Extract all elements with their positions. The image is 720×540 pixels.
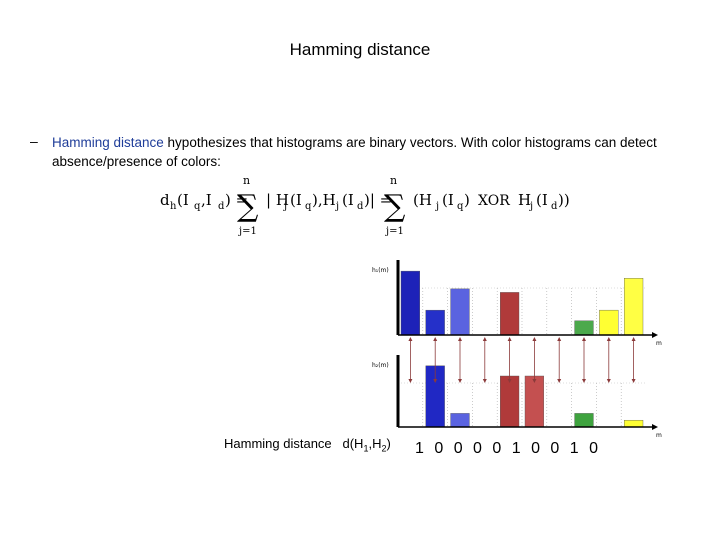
bullet-body: hypothesizes that histograms are binary … (52, 135, 657, 169)
histogram-bar (524, 375, 544, 428)
x-axis-arrow (652, 332, 658, 338)
formula-args: (I (177, 191, 189, 209)
connector-arrow-up (532, 337, 537, 341)
formula-d: d (218, 201, 225, 212)
histogram-bar (450, 413, 470, 428)
connector-arrow-down (507, 379, 512, 383)
y-axis-label: h₁(m) (372, 267, 389, 274)
histogram-bar (624, 419, 644, 428)
x-axis-label: m (656, 340, 662, 347)
connector-arrow-down (458, 379, 462, 383)
connector-arrow-up (458, 337, 462, 341)
formula-d1: d (357, 201, 364, 212)
formula-j4: j (529, 201, 533, 212)
formula-term2c: (I (536, 191, 548, 209)
connector-arrow-down (482, 379, 487, 383)
histogram-bar (400, 270, 420, 336)
formula-term1d: (I (342, 191, 354, 209)
footer-close: ) (386, 436, 391, 451)
connector-arrow-up (582, 337, 586, 341)
distance-bits: 1 0 0 0 0 1 0 0 1 0 (415, 440, 598, 457)
histogram-bar (599, 309, 619, 336)
histogram-bar (574, 320, 594, 336)
connector-arrow-down (582, 379, 586, 383)
footer-sub1: 1 (363, 443, 369, 454)
connector-arrow-up (606, 337, 611, 341)
hamming-formula: d h (I q ,I d ) = n ∑ j=1 | H j (I q ),H… (160, 174, 570, 237)
footer-title: Hamming distance (224, 436, 332, 451)
footer-label: Hamming distance d(H1,H2) (224, 436, 391, 454)
x-axis-label: m (656, 432, 662, 439)
formula-term1: | H (266, 191, 289, 209)
sum2-sign: ∑ (384, 189, 406, 224)
formula-lhs: d (160, 191, 170, 209)
connector-arrow-up (507, 337, 512, 341)
histogram-bar (425, 309, 445, 336)
sum2-bottom: j=1 (385, 226, 404, 237)
formula-j1: j (283, 201, 287, 212)
y-axis-label: h₂(m) (372, 362, 389, 369)
x-axis-arrow (652, 424, 658, 430)
formula-d2: d (551, 201, 558, 212)
connector-arrow-down (408, 379, 413, 383)
sum2-top: n (390, 174, 397, 187)
highlighted-term: Hamming distance (52, 135, 164, 150)
svg-text:): ) (464, 191, 470, 209)
footer-comma: ,H (368, 436, 382, 451)
sum1-top: n (243, 174, 250, 187)
connector-arrow-down (631, 379, 636, 383)
histogram-comparison: h₁(m) m h₂(m) m (372, 260, 662, 439)
formula-term2: (H (413, 191, 432, 209)
formula-q: q (194, 201, 201, 212)
formula-q1: q (305, 201, 312, 212)
histogram-bar (450, 288, 470, 336)
footer-d: d(H (342, 436, 364, 451)
page-title: Hamming distance (289, 40, 431, 59)
bullet-text: Hamming distance hypothesizes that histo… (52, 133, 692, 171)
connector-arrow-down (557, 379, 562, 383)
histogram-bar (499, 292, 520, 336)
connector-arrow-down (433, 379, 438, 383)
histogram-bar (624, 278, 644, 336)
histogram-bar (574, 413, 594, 428)
connector-arrow-up (482, 337, 487, 341)
formula-xor: XOR (478, 193, 510, 209)
connector-arrow-up (631, 337, 636, 341)
connector-arrow-up (433, 337, 438, 341)
formula-lhs-sub: h (170, 201, 177, 212)
sum1-sign: ∑ (237, 189, 259, 224)
formula-close: ) = (225, 191, 248, 209)
formula-end: )) (558, 191, 570, 209)
connector-arrow-down (606, 379, 611, 383)
formula-q2: q (457, 201, 464, 212)
formula-j2: j (335, 201, 339, 212)
connector-arrow-up (557, 337, 562, 341)
connector-arrow-up (408, 337, 413, 341)
formula-term1c: ),H (312, 191, 336, 209)
bullet-marker: – (30, 133, 38, 149)
formula-term1b: (I (290, 191, 302, 209)
footer-sub2: 2 (381, 443, 387, 454)
sum1-bottom: j=1 (238, 226, 257, 237)
formula-j3: j (435, 201, 439, 212)
formula-term2-args: (I (442, 191, 454, 209)
formula-term1e: )| = (364, 191, 392, 209)
formula-comma: ,I (201, 191, 212, 209)
connector-arrow-down (532, 379, 537, 383)
histogram-bar (499, 375, 520, 428)
formula-term2b: H (518, 191, 531, 209)
